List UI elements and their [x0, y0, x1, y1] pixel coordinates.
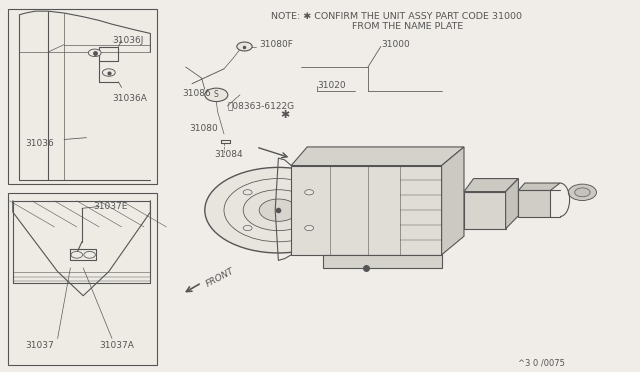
Polygon shape: [442, 147, 464, 255]
Polygon shape: [518, 183, 560, 190]
Text: 31084: 31084: [214, 150, 243, 159]
Circle shape: [305, 190, 314, 195]
Text: 31037E: 31037E: [93, 202, 127, 211]
Circle shape: [205, 88, 228, 102]
Text: 31000: 31000: [381, 40, 410, 49]
Circle shape: [224, 179, 333, 242]
Bar: [8, 193, 157, 365]
Text: 31036A: 31036A: [112, 94, 147, 103]
Circle shape: [71, 251, 83, 258]
Text: 31037A: 31037A: [99, 341, 134, 350]
Circle shape: [243, 190, 252, 195]
Text: S: S: [214, 90, 219, 99]
Text: 31036J: 31036J: [112, 36, 143, 45]
Bar: [518, 190, 550, 217]
Circle shape: [84, 251, 95, 258]
Polygon shape: [506, 179, 518, 229]
Text: NOTE: ✱ CONFIRM THE UNIT ASSY PART CODE 31000: NOTE: ✱ CONFIRM THE UNIT ASSY PART CODE …: [271, 12, 522, 21]
Text: ^3 0 /0075: ^3 0 /0075: [518, 358, 565, 367]
Circle shape: [568, 184, 596, 201]
Text: FRONT: FRONT: [205, 266, 236, 288]
Text: 傅08363-6122G: 傅08363-6122G: [227, 102, 294, 110]
Text: 31020: 31020: [317, 81, 346, 90]
Circle shape: [305, 225, 314, 231]
Circle shape: [88, 49, 101, 57]
Text: ✱: ✱: [280, 110, 289, 120]
Text: 31080: 31080: [189, 124, 218, 133]
Polygon shape: [291, 147, 464, 166]
Circle shape: [243, 190, 314, 231]
Text: 31037: 31037: [26, 341, 54, 350]
Circle shape: [259, 199, 298, 221]
Circle shape: [575, 188, 590, 197]
Text: 31086: 31086: [182, 89, 211, 97]
Polygon shape: [464, 179, 518, 192]
Circle shape: [205, 167, 352, 253]
Text: 31080F: 31080F: [259, 40, 293, 49]
Circle shape: [237, 42, 252, 51]
Bar: [464, 192, 506, 229]
Bar: [291, 166, 442, 255]
Polygon shape: [323, 255, 442, 268]
Bar: [8, 9, 157, 184]
Text: FROM THE NAME PLATE: FROM THE NAME PLATE: [331, 22, 463, 31]
Circle shape: [102, 69, 115, 76]
Circle shape: [243, 225, 252, 231]
Text: 31036: 31036: [26, 139, 54, 148]
